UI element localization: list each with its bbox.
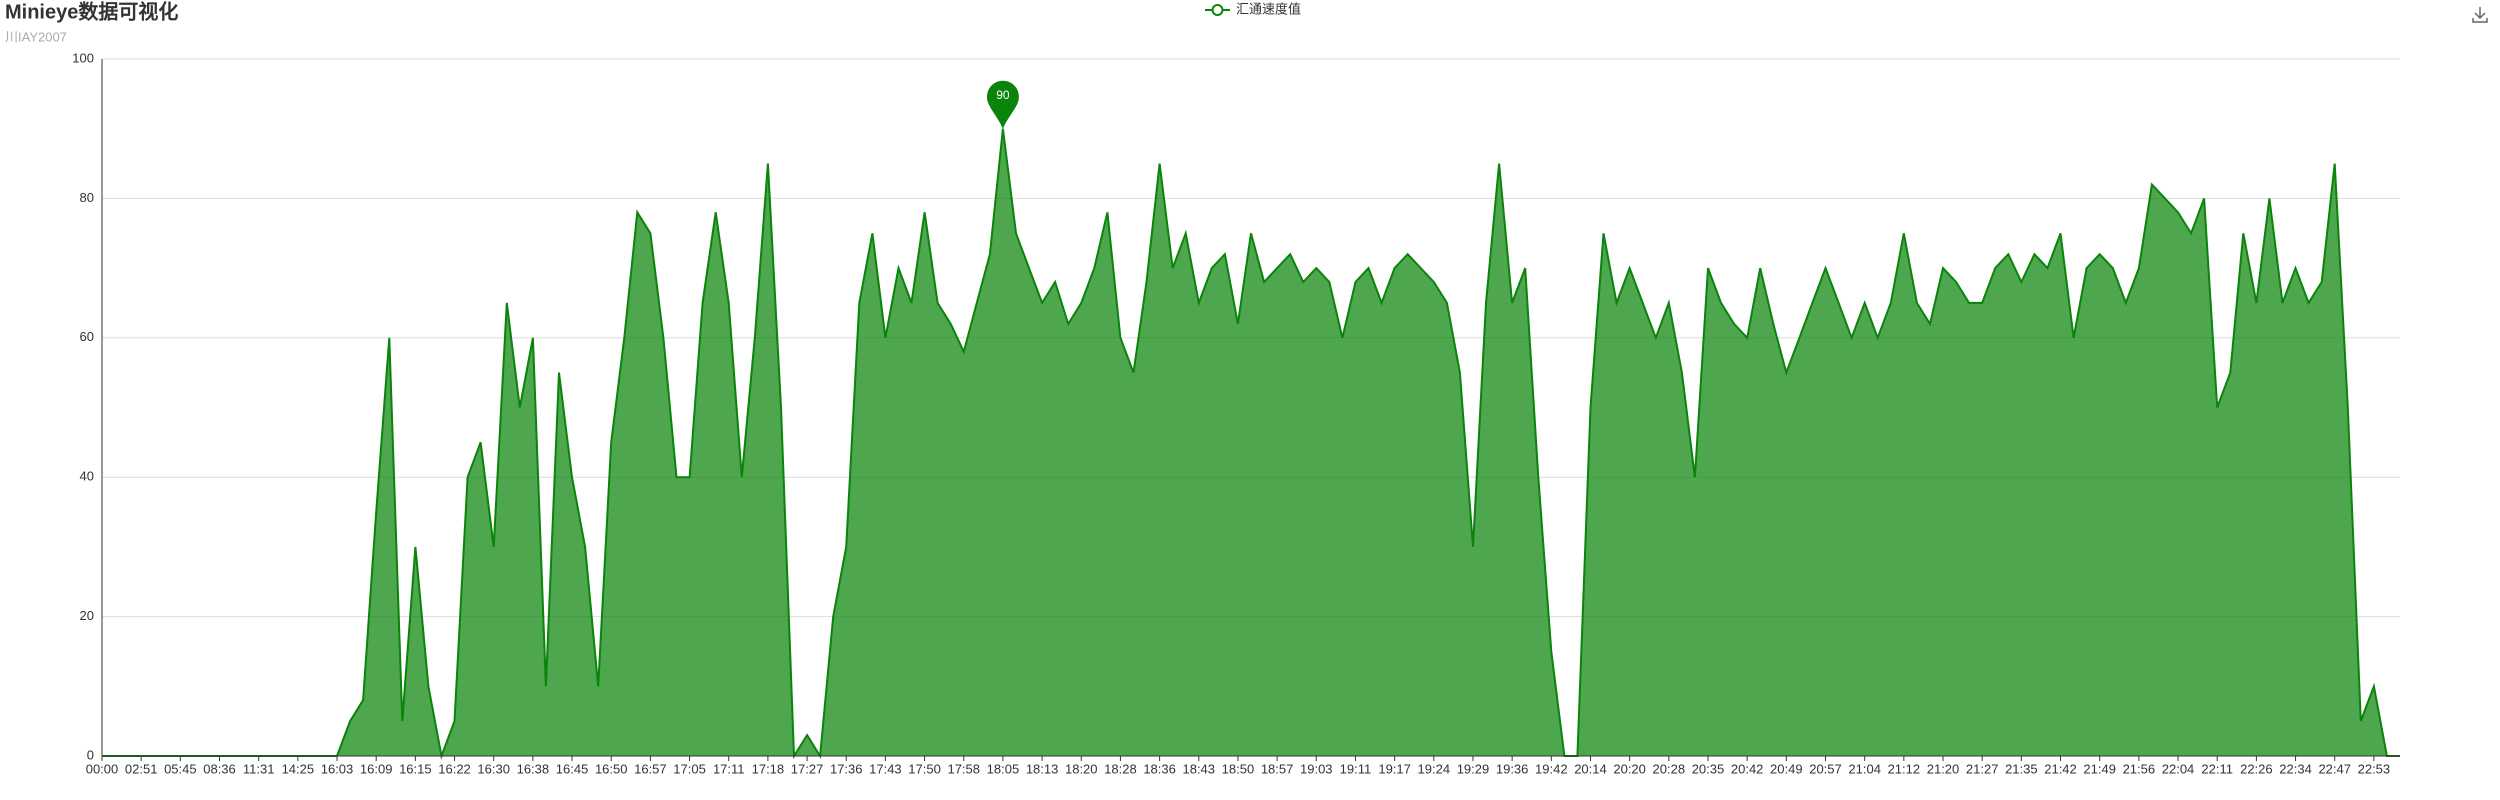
x-tick-label: 16:15 (399, 761, 432, 776)
x-tick-label: 22:04 (2162, 761, 2195, 776)
legend-label: 汇通速度值 (1236, 1, 1301, 16)
x-tick-label: 00:00 (86, 761, 119, 776)
x-tick-label: 19:03 (1300, 761, 1333, 776)
x-tick-label: 18:13 (1026, 761, 1059, 776)
download-icon[interactable] (2472, 7, 2488, 23)
x-tick-label: 19:11 (1340, 761, 1372, 776)
x-tick-label: 14:25 (282, 761, 315, 776)
x-tick-label: 16:38 (517, 761, 550, 776)
x-tick-label: 19:36 (1496, 761, 1529, 776)
x-tick-label: 21:27 (1966, 761, 1999, 776)
legend-symbol (1211, 4, 1224, 16)
x-tick-label: 22:53 (2358, 761, 2391, 776)
y-tick-label: 60 (80, 329, 94, 344)
x-tick-label: 17:11 (713, 761, 745, 776)
x-tick-label: 16:50 (595, 761, 628, 776)
x-tick-label: 18:43 (1182, 761, 1215, 776)
x-tick-label: 21:56 (2123, 761, 2156, 776)
x-tick-label: 16:45 (556, 761, 589, 776)
x-tick-label: 21:35 (2005, 761, 2038, 776)
x-tick-label: 17:27 (791, 761, 824, 776)
x-tick-label: 18:20 (1065, 761, 1098, 776)
x-tick-label: 02:51 (125, 761, 158, 776)
x-tick-label: 22:34 (2279, 761, 2312, 776)
x-tick-label: 17:50 (908, 761, 941, 776)
x-tick-label: 17:58 (947, 761, 980, 776)
x-tick-label: 20:49 (1770, 761, 1803, 776)
x-tick-label: 21:20 (1927, 761, 1960, 776)
max-pin-label: 90 (996, 88, 1010, 102)
x-tick-label: 20:20 (1613, 761, 1646, 776)
y-tick-label: 40 (80, 469, 94, 484)
x-tick-label: 16:22 (438, 761, 471, 776)
x-tick-label: 18:28 (1104, 761, 1137, 776)
x-tick-label: 16:30 (477, 761, 510, 776)
x-tick-label: 05:45 (164, 761, 197, 776)
x-tick-label: 11:31 (243, 761, 275, 776)
y-tick-label: 20 (80, 608, 94, 623)
max-pin (986, 80, 1019, 129)
chart-subtitle: 川IAY2007 (5, 29, 67, 44)
x-tick-label: 20:42 (1731, 761, 1764, 776)
x-tick-label: 19:29 (1457, 761, 1490, 776)
x-tick-label: 16:09 (360, 761, 393, 776)
x-tick-label: 08:36 (203, 761, 236, 776)
x-tick-label: 20:57 (1809, 761, 1842, 776)
y-tick-label: 0 (87, 747, 94, 762)
line (102, 128, 2400, 760)
x-tick-label: 22:11 (2201, 761, 2233, 776)
x-tick-label: 18:57 (1261, 761, 1294, 776)
x-tick-label: 21:49 (2083, 761, 2116, 776)
x-tick-label: 20:28 (1653, 761, 1686, 776)
x-tick-label: 21:12 (1888, 761, 1921, 776)
y-tick-label: 100 (72, 50, 94, 65)
x-tick-label: 22:47 (2318, 761, 2351, 776)
x-tick-label: 19:17 (1378, 761, 1411, 776)
y-tick-label: 80 (80, 190, 94, 205)
x-tick-label: 21:04 (1848, 761, 1881, 776)
x-tick-label: 18:50 (1222, 761, 1255, 776)
x-tick-label: 22:26 (2240, 761, 2273, 776)
x-tick-label: 16:03 (321, 761, 354, 776)
x-tick-label: 18:36 (1143, 761, 1176, 776)
x-tick-label: 17:36 (830, 761, 863, 776)
x-tick-label: 18:05 (987, 761, 1020, 776)
x-tick-label: 16:57 (634, 761, 667, 776)
x-tick-label: 19:24 (1418, 761, 1451, 776)
x-tick-label: 21:42 (2044, 761, 2077, 776)
x-tick-label: 17:18 (752, 761, 785, 776)
x-tick-label: 20:35 (1692, 761, 1725, 776)
x-tick-label: 17:05 (673, 761, 706, 776)
x-tick-label: 20:14 (1574, 761, 1607, 776)
x-tick-label: 17:43 (869, 761, 902, 776)
chart-title: Minieye数据可视化 (5, 0, 178, 23)
area (102, 128, 2400, 756)
x-tick-label: 19:42 (1535, 761, 1568, 776)
